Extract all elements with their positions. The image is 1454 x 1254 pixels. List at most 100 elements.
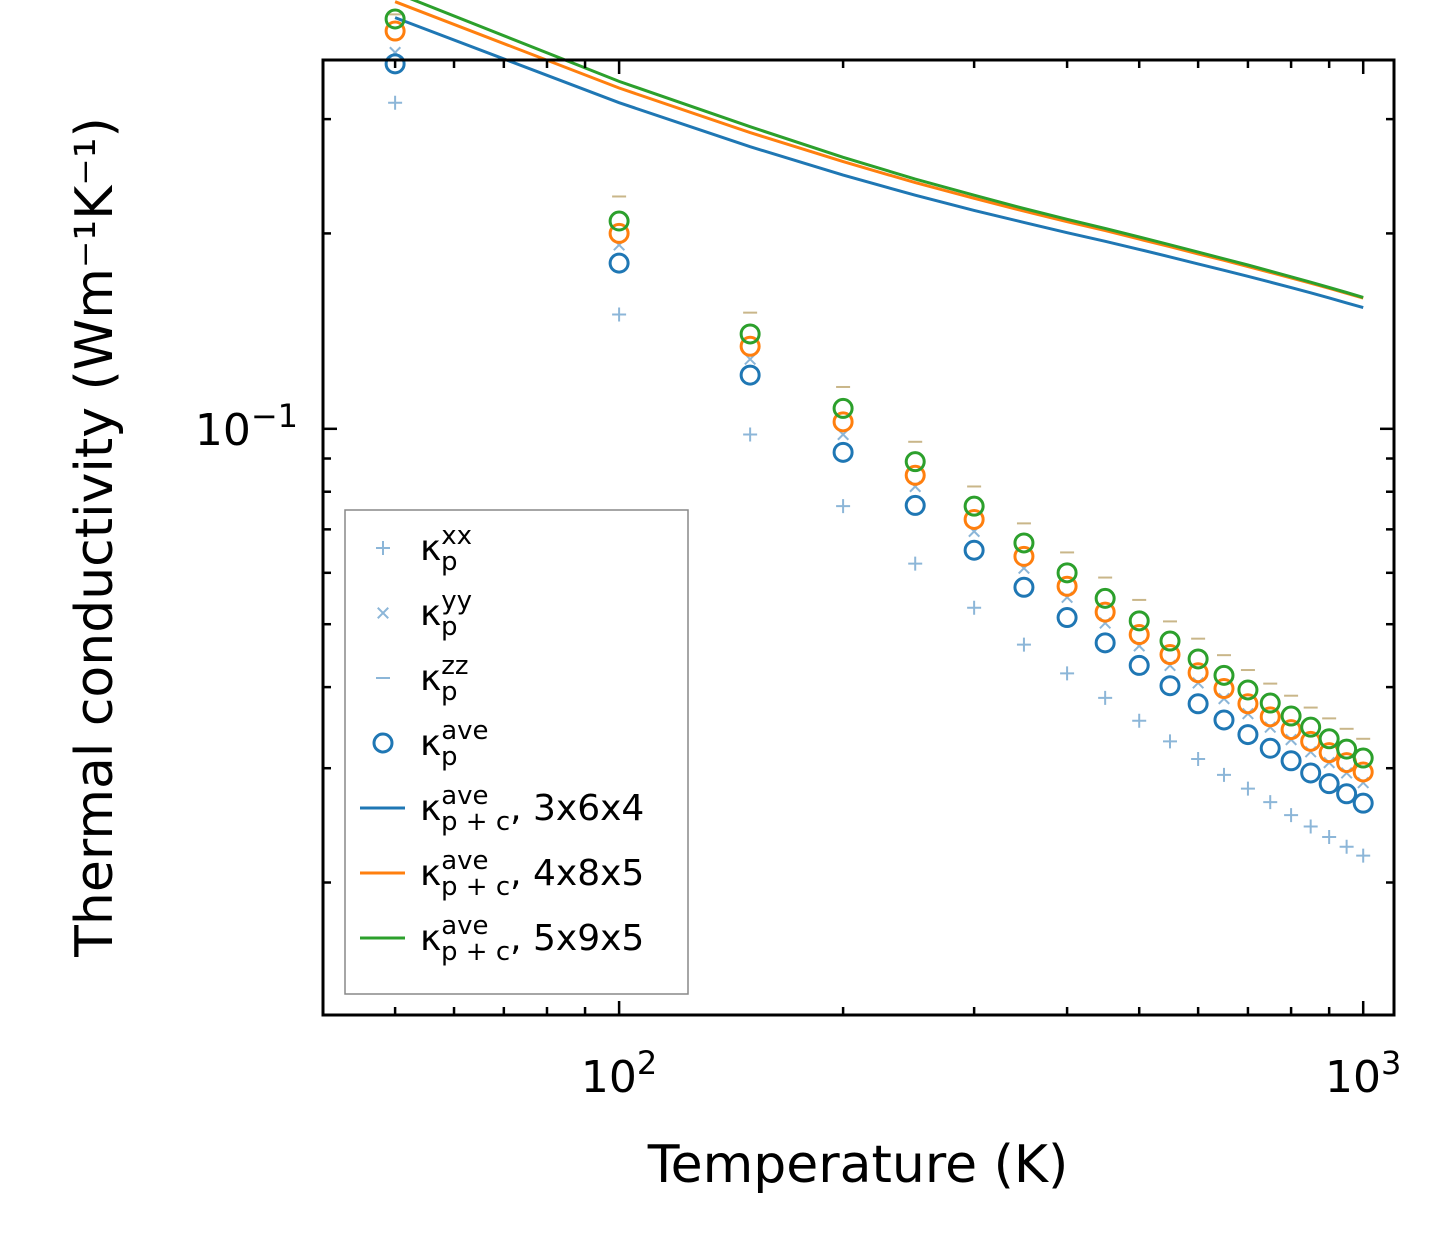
point-kp_ave_5x9x5-450 (1094, 587, 1116, 609)
point-kp_ave_4x8x5-1000 (1352, 761, 1374, 783)
plot-frame (321, 58, 1396, 1017)
point-kp_ave_4x8x5-550 (1159, 644, 1181, 666)
data-marks (384, 0, 1374, 863)
legend-label: κave p + c, 3x6x4 (420, 781, 644, 837)
point-kp_xx-950 (1339, 839, 1354, 854)
series-line-kpc_ave_4x8x5 (394, 0, 1364, 300)
point-kp_ave_3x6x4-50 (384, 53, 406, 75)
point-kp_ave_4x8x5-800 (1280, 719, 1302, 741)
point-kp_xx-900 (1322, 830, 1337, 845)
legend-entry-6: κave p + c, 5x9x5 (360, 911, 644, 967)
point-kp_ave_4x8x5-350 (1013, 545, 1035, 567)
legend-marker-swatch (372, 732, 394, 754)
point-kp_ave_4x8x5-600 (1187, 662, 1209, 684)
point-kp_xx-1000 (1356, 848, 1371, 863)
point-kp_ave_5x9x5-900 (1318, 728, 1340, 750)
point-kp_ave_4x8x5-150 (739, 335, 761, 357)
point-kp_ave_3x6x4-800 (1280, 750, 1302, 772)
y-tick-label: 10−1 (195, 397, 298, 456)
legend-label: κave p (420, 716, 489, 772)
point-kp_xx-450 (1098, 690, 1113, 705)
point-kp_ave_4x8x5-50 (384, 20, 406, 42)
point-kp_xx-350 (1016, 637, 1031, 652)
point-kp_ave_4x8x5-700 (1237, 693, 1259, 715)
point-kp_xx-500 (1132, 713, 1147, 728)
point-kp_ave_5x9x5-850 (1300, 716, 1322, 738)
axis-ticks (321, 60, 1394, 1015)
legend: κxx p κyy p κzz p κave p κave p + c, 3x6x4 κave p +… (344, 509, 689, 995)
legend-box (344, 509, 689, 995)
point-kp_ave_5x9x5-500 (1128, 610, 1150, 632)
point-kp_ave_3x6x4-600 (1187, 693, 1209, 715)
point-kp_ave_5x9x5-950 (1336, 738, 1358, 760)
x-tick-label: 102 (581, 1044, 657, 1103)
point-kp_ave_4x8x5-750 (1259, 706, 1281, 728)
point-kp_ave_5x9x5-150 (739, 323, 761, 345)
point-kp_ave_3x6x4-450 (1094, 632, 1116, 654)
point-kp_ave_5x9x5-750 (1259, 692, 1281, 714)
point-kp_xx-300 (967, 600, 982, 615)
point-kp_xx-750 (1263, 795, 1278, 810)
tick-labels: 102 103 10−1 (195, 397, 1402, 1103)
point-kp_ave_5x9x5-700 (1237, 679, 1259, 701)
point-kp_ave_5x9x5-200 (832, 397, 854, 419)
point-kp_ave_4x8x5-200 (832, 411, 854, 433)
x-tick-label: 103 (1325, 1044, 1401, 1103)
point-kp_ave_5x9x5-350 (1013, 532, 1035, 554)
point-kp_ave_4x8x5-250 (904, 464, 926, 486)
y-axis-label: Thermal conductivity (Wm⁻¹K⁻¹) (65, 117, 125, 958)
point-kp_xx-50 (388, 95, 403, 110)
point-kp_xx-700 (1240, 781, 1255, 796)
point-kp_ave_3x6x4-650 (1213, 709, 1235, 731)
point-kp_ave_4x8x5-500 (1128, 624, 1150, 646)
point-kp_ave_5x9x5-600 (1187, 648, 1209, 670)
point-kp_ave_3x6x4-200 (832, 441, 854, 463)
point-kp_xx-100 (612, 307, 627, 322)
point-kp_ave_5x9x5-400 (1056, 562, 1078, 584)
point-kp_xx-850 (1303, 819, 1318, 834)
point-kp_ave_3x6x4-900 (1318, 773, 1340, 795)
point-kp_xx-550 (1163, 734, 1178, 749)
legend-label: κzz p (420, 651, 469, 707)
legend-entry-2: κzz p (376, 651, 469, 707)
point-kp_ave_3x6x4-100 (608, 252, 630, 274)
point-kp_ave_4x8x5-650 (1213, 678, 1235, 700)
point-kp_xx-200 (836, 499, 851, 514)
point-kp_ave_3x6x4-350 (1013, 576, 1035, 598)
point-kp_ave_3x6x4-700 (1237, 724, 1259, 746)
point-kp_ave_3x6x4-1000 (1352, 792, 1374, 814)
point-kp_ave_3x6x4-500 (1128, 654, 1150, 676)
legend-entry-4: κave p + c, 3x6x4 (360, 781, 644, 837)
point-kp_ave_5x9x5-550 (1159, 630, 1181, 652)
point-kp_ave_4x8x5-450 (1094, 601, 1116, 623)
point-kp_ave_4x8x5-400 (1056, 575, 1078, 597)
point-kp_xx-650 (1216, 767, 1231, 782)
point-kp_xx-250 (908, 556, 923, 571)
point-kp_ave_3x6x4-950 (1336, 783, 1358, 805)
point-kp_xx-800 (1284, 808, 1299, 823)
point-kp_xx-400 (1060, 666, 1075, 681)
point-kp_ave_4x8x5-300 (963, 508, 985, 530)
point-kp_ave_3x6x4-300 (963, 539, 985, 561)
point-kp_ave_5x9x5-100 (608, 210, 630, 232)
point-kp_ave_5x9x5-250 (904, 451, 926, 473)
point-kp_ave_3x6x4-250 (904, 494, 926, 516)
legend-label: κyy p (420, 586, 472, 642)
point-kp_ave_4x8x5-100 (608, 222, 630, 244)
legend-entry-1: κyy p (377, 586, 472, 642)
legend-entry-5: κave p + c, 4x8x5 (360, 846, 644, 902)
point-kp_ave_3x6x4-150 (739, 364, 761, 386)
legend-marker-swatch (376, 541, 390, 555)
legend-label: κxx p (420, 521, 472, 577)
series-line-kpc_ave_5x9x5 (409, 0, 1364, 299)
point-kp_xx-150 (743, 427, 758, 442)
legend-label: κave p + c, 5x9x5 (420, 911, 644, 967)
legend-entry-3: κave p (372, 716, 489, 772)
legend-marker-swatch (377, 607, 389, 619)
point-kp_ave_5x9x5-650 (1213, 664, 1235, 686)
legend-label: κave p + c, 4x8x5 (420, 846, 644, 902)
point-kp_ave_5x9x5-50 (384, 8, 406, 30)
point-kp_ave_3x6x4-550 (1159, 675, 1181, 697)
point-kp_ave_5x9x5-1000 (1352, 747, 1374, 769)
